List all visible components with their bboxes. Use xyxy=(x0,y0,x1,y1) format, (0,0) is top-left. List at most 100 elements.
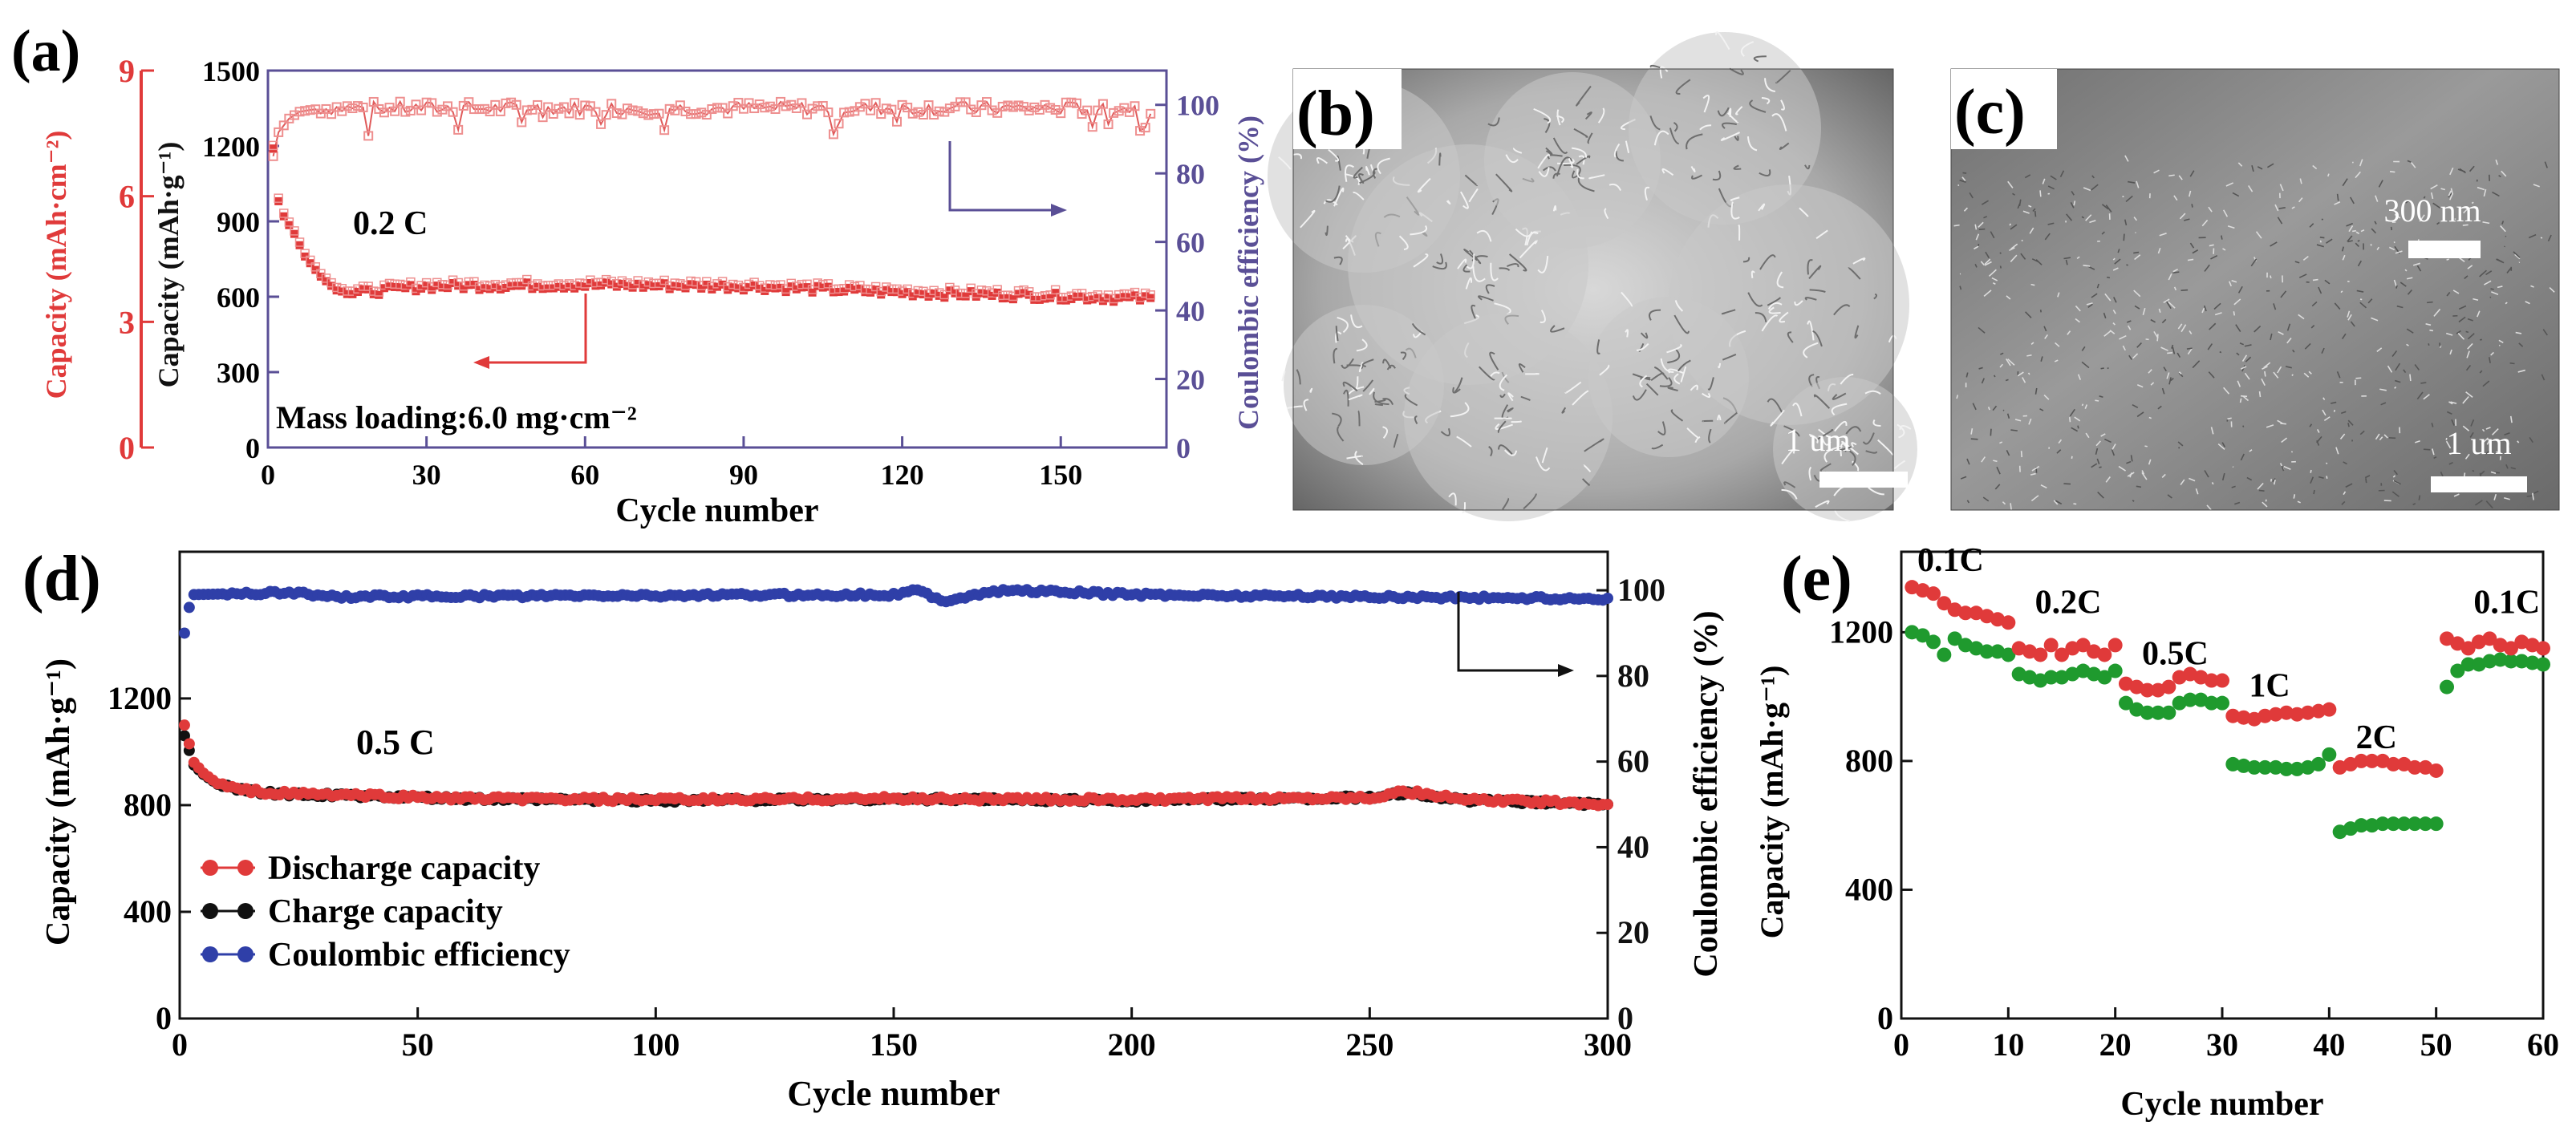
charge-point xyxy=(2514,654,2529,669)
sem-c-flake xyxy=(2423,448,2431,451)
sem-c-flake xyxy=(2158,308,2161,313)
discharge-point xyxy=(2504,641,2518,656)
capacity-point xyxy=(285,221,294,229)
ce-point xyxy=(903,103,913,113)
sem-c-flake xyxy=(2028,205,2032,208)
capacity-point xyxy=(850,286,859,294)
sem-c-flake xyxy=(2464,275,2468,280)
capacity-point xyxy=(940,294,949,302)
sem-b-blob xyxy=(1404,313,1613,521)
sem-c-flake xyxy=(1959,179,1966,183)
sem-c-flake xyxy=(2142,307,2146,316)
discharge-point xyxy=(2258,708,2273,723)
sem-c-flake xyxy=(2030,283,2035,286)
sem-c-flake xyxy=(2347,235,2353,242)
capacity-point xyxy=(1024,290,1033,299)
ce-point xyxy=(538,112,548,123)
sem-c-flake xyxy=(2210,427,2214,435)
sem-c-flake xyxy=(2264,371,2266,377)
ce-point xyxy=(918,109,928,119)
capacity-point-hollow xyxy=(733,280,744,290)
sem-c-flake xyxy=(2341,246,2345,252)
capacity-point-hollow xyxy=(919,286,928,297)
sem-b-flake xyxy=(1718,362,1722,369)
sem-c-flake xyxy=(2279,184,2284,192)
panel-d: (d) 0 50 100 150 200 250 300040080012000204060… xyxy=(22,544,1725,1113)
capacity-point-hollow xyxy=(1050,285,1061,295)
sem-b-flake xyxy=(1337,317,1349,334)
rate-label: 2C xyxy=(2356,719,2397,756)
sem-c-flake xyxy=(2273,479,2276,485)
sem-c-flake xyxy=(2104,438,2112,443)
sem-b-flake xyxy=(1499,267,1511,271)
sem-c-flake xyxy=(2405,200,2410,204)
capacity-point xyxy=(607,280,616,289)
sem-b-flake xyxy=(1708,428,1712,443)
charge-point xyxy=(2311,756,2326,771)
sem-c-flake xyxy=(2206,504,2212,511)
ce-point xyxy=(1029,102,1040,112)
sem-c-flake xyxy=(2529,436,2533,443)
sem-c-flake xyxy=(2342,178,2348,187)
ce-point xyxy=(416,105,427,115)
capacity-point xyxy=(734,284,743,293)
sem-c-flake xyxy=(2432,448,2435,456)
sem-c-flake xyxy=(2075,318,2080,323)
sem-b-flake xyxy=(1823,445,1843,463)
sem-b-flake xyxy=(1852,460,1860,472)
sem-c-flake xyxy=(2263,362,2271,369)
charge-point xyxy=(2364,818,2379,833)
capacity-point xyxy=(924,292,933,301)
capacity-point xyxy=(475,286,484,294)
charge-point xyxy=(2482,654,2497,669)
capacity-point xyxy=(903,288,912,297)
sem-b-flake xyxy=(1750,270,1755,278)
sem-c-flake xyxy=(2118,465,2127,472)
sem-c-flake xyxy=(2458,316,2466,323)
capacity-point-hollow xyxy=(982,286,992,296)
sem-c-flake xyxy=(2359,298,2363,301)
sem-c-flake xyxy=(2133,290,2141,298)
panel-c-scale-text-top: 300 nm xyxy=(2383,192,2481,229)
sem-c-flake xyxy=(2433,456,2437,460)
sem-c-flake xyxy=(2083,187,2091,192)
sem-c-flake xyxy=(2017,371,2024,377)
sem-b-flake xyxy=(1845,426,1862,435)
sem-c-flake xyxy=(2095,399,2099,402)
y-tick-label: 0 xyxy=(1877,1000,1893,1036)
sem-c-flake xyxy=(2010,503,2012,511)
sem-b-flake xyxy=(1690,166,1696,172)
ce-point xyxy=(178,627,190,639)
y-tick-label: 600 xyxy=(217,281,260,314)
panel-e-ticks: 0 10 20 30 40 50 60 0 400 800 1200 xyxy=(1829,614,2559,1063)
sem-c-flake xyxy=(2544,161,2548,168)
sem-b-flake xyxy=(1462,264,1471,273)
sem-b-flake xyxy=(1759,169,1771,177)
sem-b-flake xyxy=(1840,374,1854,385)
sem-c-flake xyxy=(2336,371,2341,379)
sem-b-flake xyxy=(1507,263,1519,268)
sem-c-flake xyxy=(2427,301,2433,304)
panel-a-outer-ticks: 0 3 6 9 xyxy=(119,53,154,466)
capacity-point xyxy=(459,285,468,294)
sem-c-flake xyxy=(2114,258,2121,265)
sem-c-flake xyxy=(2245,356,2252,362)
sem-b-flake xyxy=(1469,249,1482,265)
sem-c-flake xyxy=(2024,174,2031,179)
sem-c-flake xyxy=(2128,180,2136,184)
sem-c-flake xyxy=(2044,334,2049,339)
capacity-point xyxy=(898,290,907,298)
sem-b-flake xyxy=(1792,403,1803,417)
outer-y-tick-label: 0 xyxy=(119,430,135,466)
capacity-point xyxy=(967,287,976,296)
rate-label: 0.2C xyxy=(2035,584,2102,621)
sem-b-flake xyxy=(1454,377,1463,393)
sem-b-flake xyxy=(1877,439,1894,456)
sem-c-flake xyxy=(2101,204,2109,210)
capacity-point xyxy=(1083,296,1092,305)
sem-b-flake xyxy=(1746,136,1758,152)
panel-e-charge-series xyxy=(1905,625,2550,840)
sem-b-flake xyxy=(1625,140,1630,153)
ce-point xyxy=(183,601,195,614)
ce-point xyxy=(707,104,717,115)
